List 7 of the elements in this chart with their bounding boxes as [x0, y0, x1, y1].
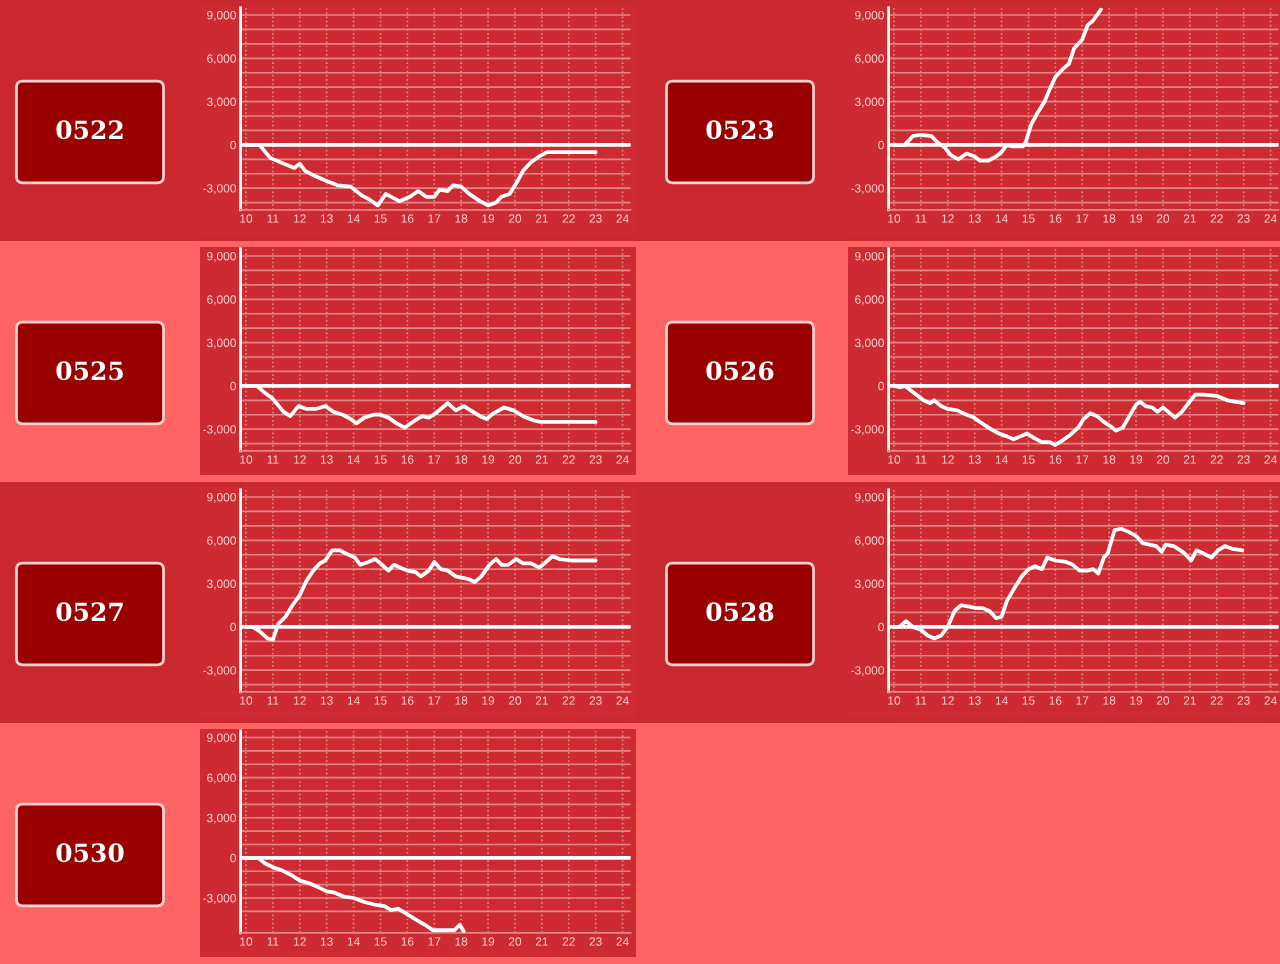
text: 0530: [56, 843, 124, 863]
text: 0525: [56, 361, 123, 381]
text: 0523: [706, 120, 774, 140]
text: 0527: [56, 602, 123, 622]
text: 0522: [56, 120, 123, 140]
text: 0528: [706, 602, 774, 622]
text: 0526: [706, 361, 774, 381]
